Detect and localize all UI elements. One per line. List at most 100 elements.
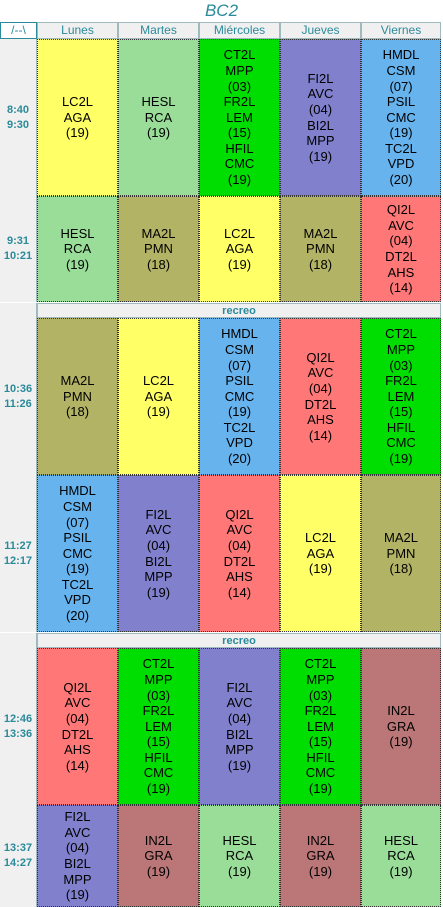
class-cell-line: CSM [225, 341, 254, 357]
timetable-title: BC2 [204, 1, 239, 20]
day-header-wednesday[interactable]: Miércoles [199, 22, 280, 39]
class-cell[interactable]: CT2L MPP (03) FR2L LEM (15) HFIL CMC (19) [118, 648, 199, 805]
class-cell-line: QI2L [306, 349, 335, 365]
class-cell[interactable]: HMDL CSM (07) PSIL CMC (19) TC2L VPD (20) [361, 39, 441, 196]
class-cell[interactable]: LC2L AGA (19) [199, 196, 280, 302]
class-cell-line: PSIL [225, 373, 254, 389]
class-cell[interactable]: HMDL CSM (07) PSIL CMC (19) TC2L VPD (20) [199, 318, 280, 475]
class-cell-line: (04) [389, 233, 413, 249]
class-cell-line: GRA [144, 848, 173, 864]
class-cell[interactable]: QI2L AVC (04) DT2L AHS (14) [37, 648, 118, 805]
class-cell-line: FI2L [226, 679, 253, 695]
class-cell-content: QI2L AVC (04) DT2L AHS (14) [385, 202, 417, 296]
class-cell-line: AVC [64, 695, 91, 711]
class-cell-line: (19) [146, 404, 171, 420]
day-header-thursday[interactable]: Jueves [280, 22, 361, 39]
class-cell-line: (03) [146, 687, 171, 703]
class-cell-content: MA2L PMN (18) [61, 373, 95, 420]
class-cell-line: QI2L [225, 506, 254, 522]
class-cell[interactable]: QI2L AVC (04) DT2L AHS (14) [199, 475, 280, 632]
class-cell-line: MPP [225, 742, 254, 758]
period-time-label: 11:27 12:17 [3, 539, 33, 567]
day-header-friday[interactable]: Viernes [361, 22, 441, 39]
class-cell-line: CMC [224, 388, 255, 404]
class-cell-line: HMDL [221, 326, 258, 342]
class-cell-line: FI2L [307, 70, 334, 86]
corner-header[interactable]: /--\ [0, 22, 37, 39]
class-cell[interactable]: QI2L AVC (04) DT2L AHS (14) [361, 196, 441, 302]
class-cell-line: FI2L [145, 506, 172, 522]
class-cell[interactable]: HESL RCA (19) [37, 196, 118, 302]
class-cell[interactable]: LC2L AGA (19) [118, 318, 199, 475]
class-cell[interactable]: CT2L MPP (03) FR2L LEM (15) HFIL CMC (19) [199, 39, 280, 196]
class-cell-content: QI2L AVC (04) DT2L AHS (14) [62, 680, 94, 774]
class-cell[interactable]: FI2L AVC (04) BI2L MPP (19) [280, 39, 361, 196]
class-cell-line: LEM [226, 109, 253, 125]
class-cell-line: HFIL [225, 140, 254, 156]
class-cell-line: AVC [226, 695, 253, 711]
class-cell-line: (04) [227, 537, 252, 553]
class-cell-line: DT2L [304, 396, 337, 412]
class-cell-line: AHS [307, 412, 334, 428]
class-cell[interactable]: HESL RCA (19) [118, 39, 199, 196]
class-cell-line: IN2L [144, 832, 173, 848]
class-cell[interactable]: LC2L AGA (19) [280, 475, 361, 632]
class-cell[interactable]: MA2L PMN (18) [280, 196, 361, 302]
period-time: 9:31 10:21 [0, 196, 37, 302]
class-cell-line: (19) [308, 781, 333, 797]
class-cell-line: CMC [143, 765, 174, 781]
class-cell-line: VPD [226, 435, 253, 451]
class-cell-line: (19) [65, 561, 90, 577]
class-cell-line: (19) [227, 172, 252, 188]
class-cell-line: AGA [144, 388, 173, 404]
class-cell[interactable]: IN2L GRA (19) [280, 805, 361, 907]
class-cell-line: (03) [227, 78, 252, 94]
class-cell-content: MA2L PMN (18) [304, 226, 338, 273]
period-time: 10:36 11:26 [0, 318, 37, 475]
class-cell-content: HMDL CSM (07) PSIL CMC (19) TC2L VPD (20) [383, 47, 420, 187]
class-cell-line: CT2L [304, 656, 337, 672]
class-cell-line: BI2L [64, 856, 91, 871]
class-cell[interactable]: FI2L AVC (04) BI2L MPP (19) [37, 805, 118, 907]
period-time-label: 13:37 14:27 [3, 842, 33, 869]
class-cell-line: AGA [225, 241, 254, 257]
class-cell-line: PSIL [63, 530, 92, 546]
class-cell-content: HESL RCA (19) [223, 833, 257, 880]
class-cell-line: LC2L [304, 530, 337, 546]
class-cell-line: (18) [308, 256, 333, 272]
class-cell[interactable]: IN2L GRA (19) [361, 648, 441, 805]
class-cell-line: (19) [308, 148, 333, 164]
class-cell-line: LC2L [223, 225, 256, 241]
class-cell[interactable]: QI2L AVC (04) DT2L AHS (14) [280, 318, 361, 475]
class-cell-line: (19) [146, 125, 171, 141]
class-cell-line: MPP [144, 569, 173, 585]
class-cell[interactable]: HESL RCA (19) [361, 805, 441, 907]
class-cell[interactable]: MA2L PMN (18) [118, 196, 199, 302]
class-cell[interactable]: FI2L AVC (04) BI2L MPP (19) [199, 648, 280, 805]
class-cell-line: PMN [144, 241, 173, 257]
class-cell[interactable]: CT2L MPP (03) FR2L LEM (15) HFIL CMC (19) [280, 648, 361, 805]
class-cell-line: (14) [308, 427, 333, 443]
class-cell-content: QI2L AVC (04) DT2L AHS (14) [305, 350, 337, 444]
class-cell-line: (19) [308, 561, 333, 577]
day-header-tuesday[interactable]: Martes [118, 22, 199, 39]
class-cell-line: HESL [384, 832, 418, 848]
class-cell-content: IN2L GRA (19) [306, 833, 334, 880]
class-cell-line: AHS [387, 264, 415, 280]
class-cell[interactable]: LC2L AGA (19) [37, 39, 118, 196]
class-cell[interactable]: HESL RCA (19) [199, 805, 280, 907]
class-cell[interactable]: MA2L PMN (18) [361, 475, 441, 632]
class-cell-content: QI2L AVC (04) DT2L AHS (14) [224, 507, 256, 601]
class-cell[interactable]: HMDL CSM (07) PSIL CMC (19) TC2L VPD (20) [37, 475, 118, 632]
class-cell-line: (18) [146, 256, 171, 272]
class-cell-line: MA2L [384, 530, 418, 546]
class-cell-line: MPP [144, 671, 173, 687]
class-cell-line: (19) [227, 863, 252, 879]
class-cell[interactable]: IN2L GRA (19) [118, 805, 199, 907]
day-header-monday[interactable]: Lunes [37, 22, 118, 39]
class-cell-content: LC2L AGA (19) [62, 94, 93, 141]
class-cell-line: (07) [65, 514, 90, 530]
class-cell[interactable]: MA2L PMN (18) [37, 318, 118, 475]
class-cell[interactable]: FI2L AVC (04) BI2L MPP (19) [118, 475, 199, 632]
class-cell[interactable]: CT2L MPP (03) FR2L LEM (15) HFIL CMC (19) [361, 318, 441, 475]
